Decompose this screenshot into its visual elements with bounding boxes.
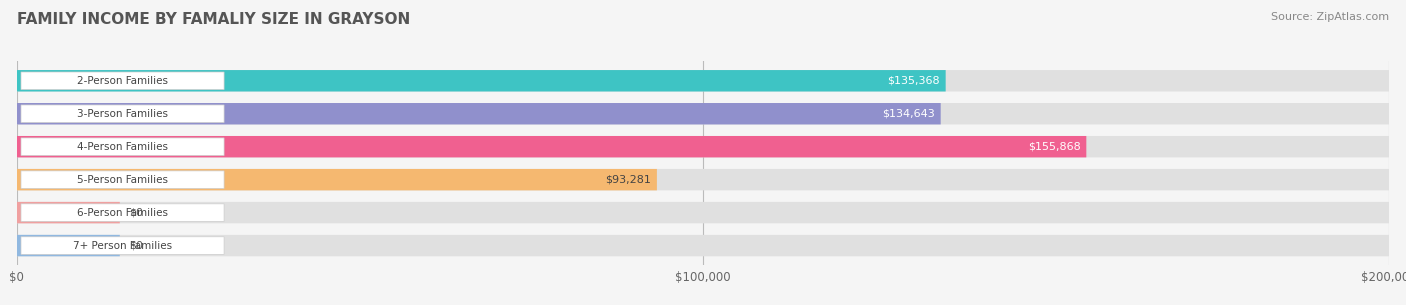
FancyBboxPatch shape — [21, 237, 224, 254]
Text: FAMILY INCOME BY FAMALIY SIZE IN GRAYSON: FAMILY INCOME BY FAMALIY SIZE IN GRAYSON — [17, 12, 411, 27]
FancyBboxPatch shape — [17, 235, 120, 256]
Text: $0: $0 — [129, 241, 143, 251]
Text: 4-Person Families: 4-Person Families — [77, 142, 169, 152]
FancyBboxPatch shape — [21, 171, 224, 188]
Text: $135,368: $135,368 — [887, 76, 941, 86]
FancyBboxPatch shape — [21, 105, 224, 123]
Text: 2-Person Families: 2-Person Families — [77, 76, 169, 86]
FancyBboxPatch shape — [17, 70, 1389, 92]
FancyBboxPatch shape — [17, 70, 946, 92]
FancyBboxPatch shape — [17, 103, 1389, 124]
FancyBboxPatch shape — [17, 235, 1389, 256]
FancyBboxPatch shape — [21, 204, 224, 221]
Text: 3-Person Families: 3-Person Families — [77, 109, 169, 119]
FancyBboxPatch shape — [21, 138, 224, 156]
FancyBboxPatch shape — [17, 202, 1389, 223]
Text: $93,281: $93,281 — [606, 175, 651, 185]
FancyBboxPatch shape — [17, 103, 941, 124]
Text: $0: $0 — [129, 208, 143, 217]
Text: 6-Person Families: 6-Person Families — [77, 208, 169, 217]
FancyBboxPatch shape — [17, 169, 1389, 190]
Text: 7+ Person Families: 7+ Person Families — [73, 241, 172, 251]
Text: 5-Person Families: 5-Person Families — [77, 175, 169, 185]
FancyBboxPatch shape — [17, 169, 657, 190]
FancyBboxPatch shape — [21, 72, 224, 90]
FancyBboxPatch shape — [17, 202, 120, 223]
Text: $134,643: $134,643 — [883, 109, 935, 119]
Text: Source: ZipAtlas.com: Source: ZipAtlas.com — [1271, 12, 1389, 22]
FancyBboxPatch shape — [17, 136, 1087, 157]
FancyBboxPatch shape — [17, 136, 1389, 157]
Text: $155,868: $155,868 — [1028, 142, 1081, 152]
